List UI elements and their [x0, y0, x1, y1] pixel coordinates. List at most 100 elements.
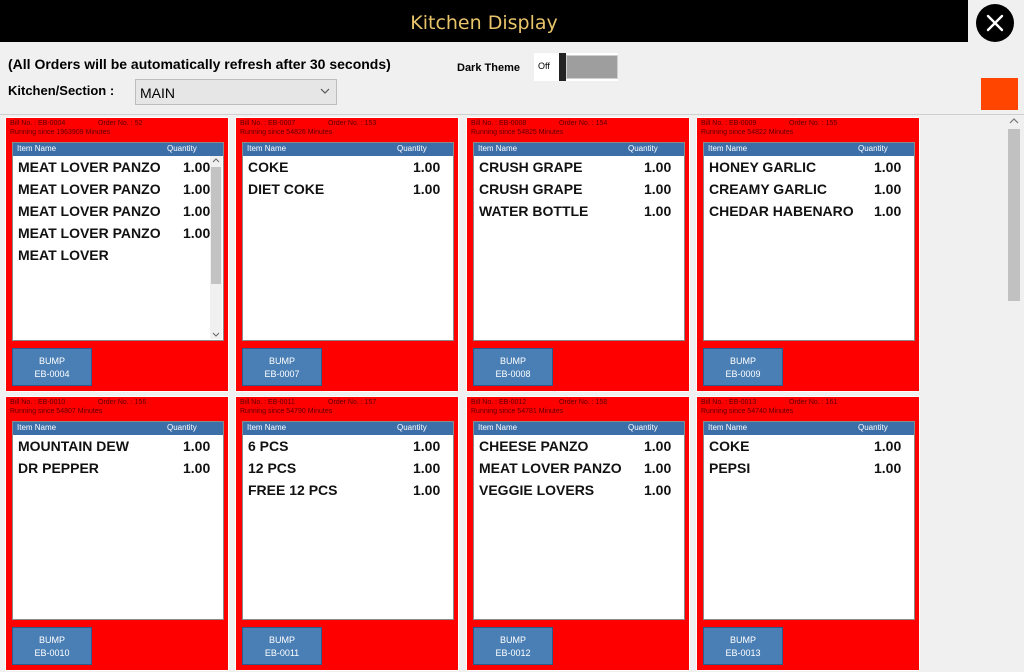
order-item-row: CRUSH GRAPE 1.00	[474, 156, 684, 178]
order-item-list[interactable]: Item Name Quantity COKE 1.00 DIET COKE 1.00	[242, 142, 454, 341]
column-header-quantity: Quantity	[628, 423, 658, 432]
bump-button[interactable]: BUMP EB-0010	[12, 627, 92, 665]
divider	[0, 114, 1024, 115]
scroll-down-icon[interactable]	[212, 332, 220, 337]
item-quantity: 1.00	[644, 438, 672, 454]
order-item-list[interactable]: Item Name Quantity CHEESE PANZO 1.00 MEAT LO…	[473, 421, 685, 620]
bump-button[interactable]: BUMP EB-0011	[242, 627, 322, 665]
order-item-list[interactable]: Item Name Quantity HONEY GARLIC 1.00 CREAMY …	[703, 142, 915, 341]
bill-info: Bill No. : EB-0008 Order No. : 154	[471, 120, 607, 127]
bill-info: Bill No. : EB-0013 Order No. : 161	[701, 399, 837, 406]
list-scroll-thumb[interactable]	[211, 167, 221, 284]
bump-label: BUMP	[499, 635, 526, 645]
order-number: Order No. : 158	[559, 399, 608, 406]
order-item-row: MEAT LOVER PANZO 1.00	[13, 200, 223, 222]
item-name: 12 PCS	[248, 460, 297, 476]
item-name: WATER BOTTLE	[479, 203, 589, 219]
item-name: CRUSH GRAPE	[479, 159, 583, 175]
bump-button[interactable]: BUMP EB-0009	[703, 348, 783, 386]
close-icon	[986, 14, 1004, 32]
list-scrollbar[interactable]	[210, 156, 222, 339]
item-name: MOUNTAIN DEW	[18, 438, 129, 454]
bump-label: BUMP	[268, 356, 295, 366]
list-header: Item Name Quantity	[13, 143, 223, 156]
order-item-row: MEAT LOVER PANZO 1.00	[474, 457, 684, 479]
dark-theme-toggle[interactable]: Off	[534, 53, 618, 81]
close-button[interactable]	[976, 4, 1014, 42]
bump-label: BUMP	[729, 356, 756, 366]
order-item-list[interactable]: Item Name Quantity MEAT LOVER PANZO 1.00 MEA…	[12, 142, 224, 341]
bump-bill-id: EB-0009	[725, 369, 761, 379]
column-header-item: Item Name	[247, 144, 287, 153]
bill-info: Bill No. : EB-0009 Order No. : 155	[701, 120, 837, 127]
toggle-state-label: Off	[538, 61, 550, 71]
order-item-row: PEPSI 1.00	[704, 457, 914, 479]
bump-bill-id: EB-0012	[495, 648, 531, 658]
section-dropdown-value: MAIN	[140, 85, 175, 101]
item-quantity: 1.00	[183, 438, 211, 454]
chevron-down-icon	[320, 88, 330, 94]
running-time: Running since 54807 Minutes	[10, 408, 103, 415]
list-header: Item Name Quantity	[243, 143, 453, 156]
running-time: Running since 54826 Minutes	[240, 129, 333, 136]
item-quantity: 1.00	[644, 181, 672, 197]
item-name: MEAT LOVER PANZO	[18, 203, 161, 219]
running-time: Running since 54822 Minutes	[701, 129, 794, 136]
bump-button[interactable]: BUMP EB-0012	[473, 627, 553, 665]
column-header-quantity: Quantity	[167, 423, 197, 432]
order-item-row: COKE 1.00	[243, 156, 453, 178]
bill-number: Bill No. : EB-0007	[240, 120, 296, 127]
column-header-item: Item Name	[478, 144, 518, 153]
order-card: Bill No. : EB-0013 Order No. : 161 Running…	[696, 396, 920, 671]
item-name: FREE 12 PCS	[248, 482, 338, 498]
item-quantity: 1.00	[183, 225, 211, 241]
dark-theme-label: Dark Theme	[457, 62, 520, 74]
section-dropdown[interactable]: MAIN	[135, 79, 337, 105]
item-quantity: 1.00	[874, 438, 902, 454]
item-quantity: 1.00	[183, 159, 211, 175]
title-bar: Kitchen Display	[0, 0, 968, 42]
order-item-list[interactable]: Item Name Quantity COKE 1.00 PEPSI 1.00	[703, 421, 915, 620]
order-item-row: MEAT LOVER	[13, 244, 223, 266]
item-quantity: 1.00	[644, 460, 672, 476]
bump-bill-id: EB-0013	[725, 648, 761, 658]
list-header: Item Name Quantity	[704, 143, 914, 156]
order-number: Order No. : 157	[328, 399, 377, 406]
bump-button[interactable]: BUMP EB-0008	[473, 348, 553, 386]
item-quantity: 1.00	[413, 460, 441, 476]
item-name: MEAT LOVER	[18, 247, 109, 263]
bill-number: Bill No. : EB-0011	[240, 399, 295, 406]
bump-button[interactable]: BUMP EB-0004	[12, 348, 92, 386]
page-scrollbar[interactable]	[1005, 115, 1023, 672]
item-quantity: 1.00	[644, 482, 672, 498]
list-header: Item Name Quantity	[474, 143, 684, 156]
order-item-list[interactable]: Item Name Quantity MOUNTAIN DEW 1.00 DR PEPP…	[12, 421, 224, 620]
bump-button[interactable]: BUMP EB-0013	[703, 627, 783, 665]
item-quantity: 1.00	[413, 159, 441, 175]
order-item-list[interactable]: Item Name Quantity CRUSH GRAPE 1.00 CRUSH GR…	[473, 142, 685, 341]
refresh-note: (All Orders will be automatically refres…	[8, 56, 391, 72]
running-time: Running since 54790 Minutes	[240, 408, 333, 415]
page-scroll-thumb[interactable]	[1008, 129, 1020, 301]
item-name: DIET COKE	[248, 181, 325, 197]
order-item-row: FREE 12 PCS 1.00	[243, 479, 453, 501]
order-number: Order No. : 155	[789, 120, 838, 127]
scroll-up-icon[interactable]	[1009, 118, 1019, 124]
column-header-item: Item Name	[708, 423, 748, 432]
bill-number: Bill No. : EB-0009	[701, 120, 757, 127]
bill-info: Bill No. : EB-0011 Order No. : 157	[240, 399, 376, 406]
scroll-up-icon[interactable]	[212, 158, 220, 163]
bump-bill-id: EB-0007	[264, 369, 300, 379]
order-item-list[interactable]: Item Name Quantity 6 PCS 1.00 12 PCS 1.00 FREE…	[242, 421, 454, 620]
order-number: Order No. : 154	[559, 120, 608, 127]
column-header-quantity: Quantity	[397, 144, 427, 153]
order-item-row: CHEDAR HABENARO 1.00	[704, 200, 914, 222]
order-item-row: DIET COKE 1.00	[243, 178, 453, 200]
section-label: Kitchen/Section :	[8, 83, 115, 98]
item-name: CREAMY GARLIC	[709, 181, 827, 197]
order-number: Order No. : 52	[98, 120, 143, 127]
item-quantity: 1.00	[183, 181, 211, 197]
bump-button[interactable]: BUMP EB-0007	[242, 348, 322, 386]
order-card: Bill No. : EB-0007 Order No. : 153 Running…	[235, 117, 459, 392]
status-indicator-button[interactable]	[981, 78, 1018, 110]
